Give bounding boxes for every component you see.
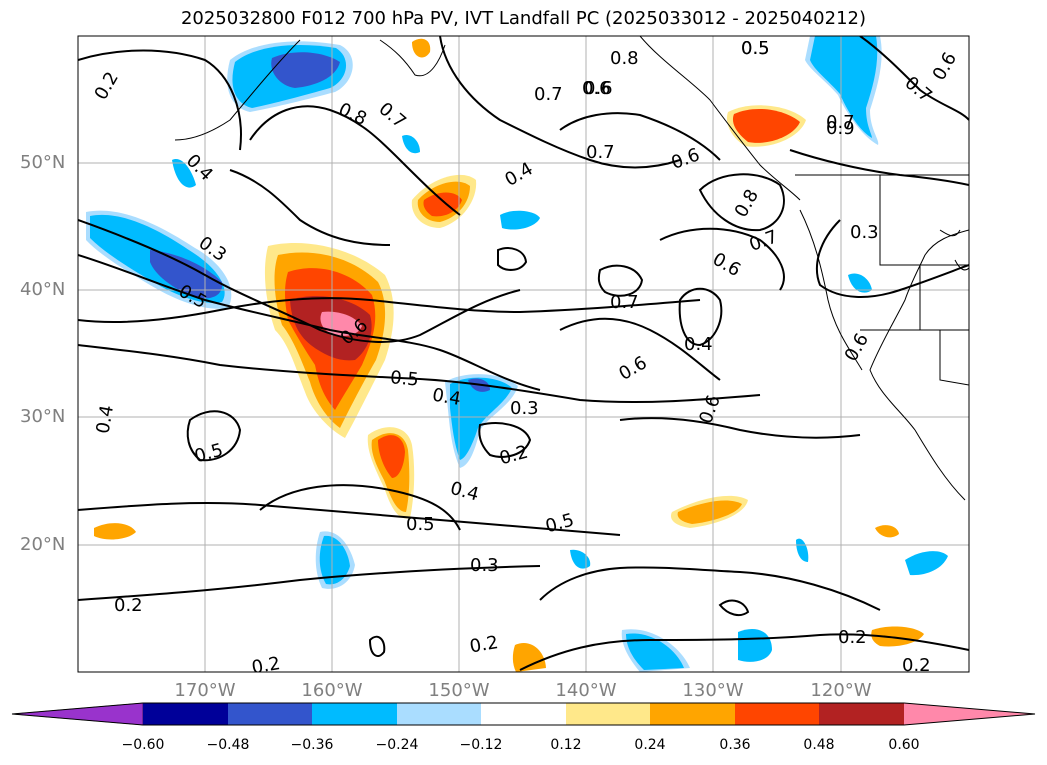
- negative-anomaly: [150, 250, 223, 299]
- positive-anomaly: [512, 642, 546, 672]
- contour-label: 0.2: [468, 632, 500, 658]
- shaded-fills: [86, 36, 948, 672]
- contour-label: 0.2: [838, 627, 867, 648]
- colorbar-outline: [11, 702, 1036, 726]
- negative-anomaly: [500, 210, 540, 230]
- latitude-label: 20°N: [20, 534, 66, 555]
- longitude-label: 160°W: [301, 680, 363, 701]
- colorbar-segment: [819, 703, 904, 725]
- latitude-label: 30°N: [20, 406, 66, 427]
- positive-anomaly: [677, 500, 742, 524]
- contour-label: 0.4: [92, 404, 118, 436]
- contour-label: 0.2: [902, 655, 931, 676]
- colorbar-tick-label: 0.36: [719, 737, 751, 753]
- negative-anomaly: [796, 538, 809, 562]
- colorbar-tick-label: −0.60: [121, 737, 165, 753]
- colorbar-tick-label: 0.24: [634, 737, 666, 753]
- positive-anomaly: [378, 435, 405, 478]
- negative-anomaly: [810, 36, 878, 138]
- longitude-label: 130°W: [682, 680, 744, 701]
- longitude-label: 170°W: [174, 680, 236, 701]
- contour-label: 0.8: [610, 48, 639, 69]
- colorbar-tick-label: 0.12: [550, 737, 582, 753]
- contour-label: 0.4: [431, 384, 463, 410]
- longitude-label: 140°W: [555, 680, 617, 701]
- map-title: 2025032800 F012 700 hPa PV, IVT Landfall…: [180, 8, 867, 29]
- colorbar-tick-label: −0.48: [206, 737, 250, 753]
- colorbar-segment: [735, 703, 819, 725]
- positive-anomaly: [423, 192, 462, 217]
- colorbar-segment: [143, 703, 228, 725]
- contour-label: 0.7: [610, 292, 639, 313]
- contour-label: 0.5: [741, 38, 770, 59]
- colorbar-segment: [566, 703, 650, 725]
- negative-anomaly: [450, 377, 512, 460]
- contour-label: 0.4: [684, 334, 713, 355]
- contour-label: 0.5: [741, 38, 770, 59]
- contour-label: 0.5: [406, 514, 435, 535]
- colorbar-tick-label: 0.48: [803, 737, 835, 753]
- negative-anomaly: [172, 159, 196, 188]
- negative-anomaly: [626, 633, 684, 670]
- graticule: [78, 36, 969, 672]
- longitude-label: 120°W: [810, 680, 872, 701]
- positive-anomaly: [875, 525, 899, 538]
- positive-anomaly: [871, 626, 924, 647]
- positive-anomaly: [412, 38, 431, 58]
- colorbar-segment: [650, 703, 735, 725]
- positive-anomaly: [732, 108, 800, 143]
- latitude-label: 40°N: [20, 279, 66, 300]
- contour-label: 0.2: [250, 653, 282, 679]
- colorbar-segment: [11, 702, 144, 726]
- negative-anomaly: [905, 551, 948, 576]
- contour-label: 0.3: [850, 222, 879, 243]
- colorbar-tick-label: −0.12: [459, 737, 503, 753]
- negative-anomaly: [402, 134, 420, 154]
- contour-label: 0.7: [586, 142, 615, 163]
- colorbar-segment: [228, 703, 312, 725]
- contour-label: 0.3: [470, 555, 499, 576]
- contour-label: 0.9: [826, 118, 855, 139]
- colorbar-tick-label: −0.36: [290, 737, 334, 753]
- plot-area: 0.2 0.4 0.3 0.5 0.8 0.7 0.6 0.7 0.5 0.8 …: [78, 36, 969, 679]
- negative-anomaly: [570, 549, 591, 569]
- colorbar-segment: [481, 703, 566, 725]
- colorbar-segment: [312, 703, 397, 725]
- contour-label: 0.2: [114, 595, 143, 616]
- colorbar: [11, 702, 1036, 726]
- negative-anomaly: [271, 52, 340, 88]
- contour-label: 0.6: [584, 78, 613, 99]
- latitude-label: 50°N: [20, 152, 66, 173]
- contour-label: 0.6: [582, 78, 611, 99]
- coastlines: [174, 36, 969, 501]
- negative-anomaly: [848, 273, 872, 293]
- longitude-label: 150°W: [428, 680, 490, 701]
- positive-anomaly: [94, 523, 136, 540]
- contour-label: 0.3: [510, 398, 539, 419]
- colorbar-segment: [397, 703, 481, 725]
- negative-anomaly: [319, 535, 350, 585]
- colorbar-tick-label: 0.60: [888, 737, 920, 753]
- contour-label: 0.7: [534, 84, 563, 105]
- colorbar-segment: [904, 703, 1035, 725]
- plot-frame: [77, 35, 970, 673]
- contour-label: 0.5: [389, 367, 419, 390]
- contours: [78, 36, 969, 671]
- colorbar-tick-label: −0.24: [375, 737, 419, 753]
- contour-label: 0.7: [826, 112, 855, 133]
